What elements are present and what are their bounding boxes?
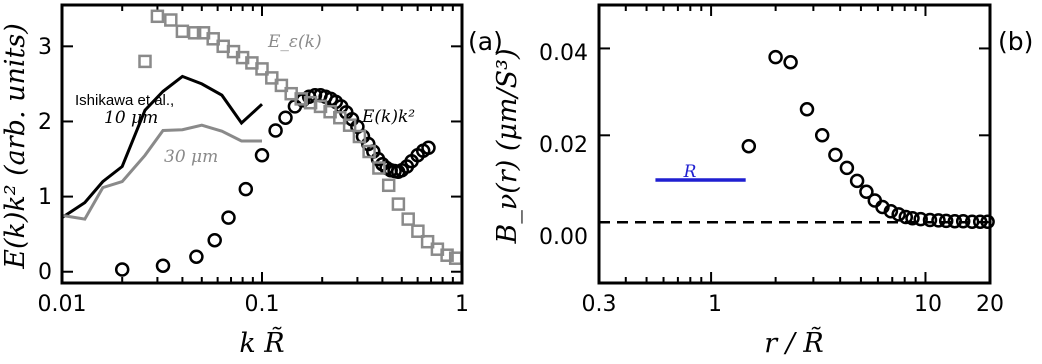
panel-a-label: (a) — [468, 27, 503, 56]
panel-b-ticks — [598, 5, 991, 283]
panel-a-lines — [61, 74, 264, 221]
panel-b-circle-point-0-17 — [931, 213, 946, 228]
panel-a-circle-point-0-2 — [189, 249, 204, 264]
panel-b-circle-point-0-20 — [955, 214, 971, 229]
panel-b-circle-point-0-11 — [883, 204, 899, 219]
panel-a-square-point-1-0 — [138, 54, 152, 69]
panel-b-circle-point-0-21 — [964, 214, 980, 230]
panel-a-circle-point-0-0 — [114, 262, 130, 277]
panel-a-square-point-1-25 — [391, 197, 406, 211]
panel-b-xtick-3: 20 — [976, 292, 1004, 317]
panel-b-circle-point-0-4 — [814, 128, 830, 143]
panel-a-square-point-1-26 — [401, 212, 415, 226]
panel-a-square-point-1-15 — [294, 92, 308, 106]
panel-a-square-point-1-12 — [265, 71, 279, 85]
panel-b-circle-point-0-12 — [891, 207, 906, 222]
panel-b-circle-point-0-15 — [913, 211, 928, 227]
panel-a-square-point-1-23 — [372, 161, 386, 175]
panel-a-circle-point-0-4 — [221, 210, 236, 225]
panel-a-square-point-1-4 — [187, 26, 202, 40]
panel-a-circle-point-0-6 — [254, 148, 270, 163]
panel-b-circle-point-0-16 — [922, 212, 938, 228]
panel-a-ticks — [61, 5, 463, 283]
panel-a-square-point-1-11 — [255, 62, 269, 76]
panel-b-ylabel: B_ν(r) (μm/S³) — [492, 49, 523, 245]
panel-b-ytick-1: 0.02 — [539, 133, 588, 158]
panel-b-circle-point-0-8 — [859, 184, 874, 200]
panel-b-circle-point-0-19 — [947, 214, 963, 229]
panel-b-circle-point-0-3 — [799, 102, 815, 117]
panel-b-ytick-0: 0.00 — [539, 225, 588, 250]
panel-a-square-point-1-2 — [164, 13, 178, 27]
panel-a-square-point-1-22 — [362, 144, 376, 159]
panel-b-ytick-2: 0.04 — [539, 41, 588, 66]
panel-a-xtick-2: 1 — [455, 292, 469, 317]
panel-b-circle-point-0-9 — [867, 193, 883, 208]
panel-b-circle-point-0-5 — [828, 147, 843, 163]
annotation-30um: 30 μm — [164, 147, 218, 167]
annotation-ek2: E(k)k² — [361, 107, 415, 127]
panel-a-circle-point-0-8 — [278, 110, 293, 125]
panel-b-frame — [597, 3, 992, 285]
panel-a-square-point-1-21 — [352, 129, 367, 144]
panel-a-xlabel: k R̃ — [239, 326, 284, 359]
panel-b-xlabel: r / R̃ — [764, 326, 824, 359]
annotation-10um: 10 μm — [104, 108, 158, 128]
panel-a-xtick-1: 0.1 — [245, 292, 280, 317]
panel-a-ytick-2: 2 — [38, 110, 52, 135]
panel-a-square-point-1-28 — [420, 234, 435, 249]
panel-b-xtick-2: 10 — [914, 292, 942, 317]
panel-a-ylabel: E(k)k² (arb. units) — [0, 23, 31, 270]
panel-b-markers — [741, 49, 995, 230]
panel-a-xtick-0: 0.01 — [38, 292, 87, 317]
panel-a-circle-point-0-5 — [238, 181, 254, 197]
panel-b-label: (b) — [998, 27, 1033, 56]
panel-b-circle-point-0-14 — [905, 211, 920, 226]
panel-a-square-point-1-6 — [206, 32, 220, 46]
panel-b-circle-point-0-22 — [972, 214, 988, 230]
panel-b-circle-point-0-6 — [839, 160, 855, 176]
panel-a-square-point-1-3 — [175, 24, 190, 39]
panel-a-square-point-1-27 — [411, 224, 425, 238]
panel-a-square-point-1-13 — [274, 78, 289, 93]
panel-b-lines — [599, 178, 990, 224]
panel-a-ytick-0: 0 — [38, 260, 52, 285]
panel-b-circle-point-0-7 — [849, 173, 865, 189]
annotation-ishikawa: Ishikawa et al., — [75, 92, 174, 109]
panel-b-circle-point-0-1 — [768, 49, 783, 65]
panel-a-circle-point-0-1 — [155, 258, 171, 273]
panel-b-circle-point-0-0 — [741, 138, 757, 154]
panel-b-circle-point-0-18 — [938, 213, 954, 229]
panel-a-square-point-1-24 — [381, 178, 396, 193]
panel-a: 0.01 0.1 1 0 1 2 3 k R̃ E(k)k² (arb. uni… — [0, 3, 503, 359]
panel-b: 0.3 1 10 20 0.00 0.02 0.04 r / R̃ B_ν(r)… — [492, 3, 1033, 359]
panel-a-series-line-2 — [61, 74, 264, 219]
panel-a-square-point-1-19 — [333, 110, 347, 125]
annotation-r: R — [683, 162, 697, 182]
panel-a-square-point-1-20 — [342, 118, 357, 132]
panel-a-circle-point-0-7 — [268, 123, 283, 138]
panel-a-ytick-3: 3 — [38, 35, 52, 60]
annotation-e-eps: E_ε(k) — [267, 32, 322, 52]
panel-a-circle-point-0-3 — [207, 232, 222, 248]
panel-a-ytick-1: 1 — [38, 185, 52, 210]
panel-b-xtick-0: 0.3 — [582, 292, 617, 317]
panel-b-circle-point-0-23 — [980, 214, 995, 230]
panel-a-frame — [60, 3, 464, 285]
panel-b-xtick-1: 1 — [708, 292, 722, 317]
panel-b-circle-point-0-13 — [898, 209, 914, 225]
panel-b-circle-point-0-2 — [783, 55, 798, 70]
panel-a-circle-point-0-35 — [421, 140, 436, 156]
panel-a-series-line-3 — [61, 123, 262, 221]
panel-a-square-point-1-1 — [150, 9, 165, 24]
panel-a-square-point-1-30 — [440, 248, 454, 262]
